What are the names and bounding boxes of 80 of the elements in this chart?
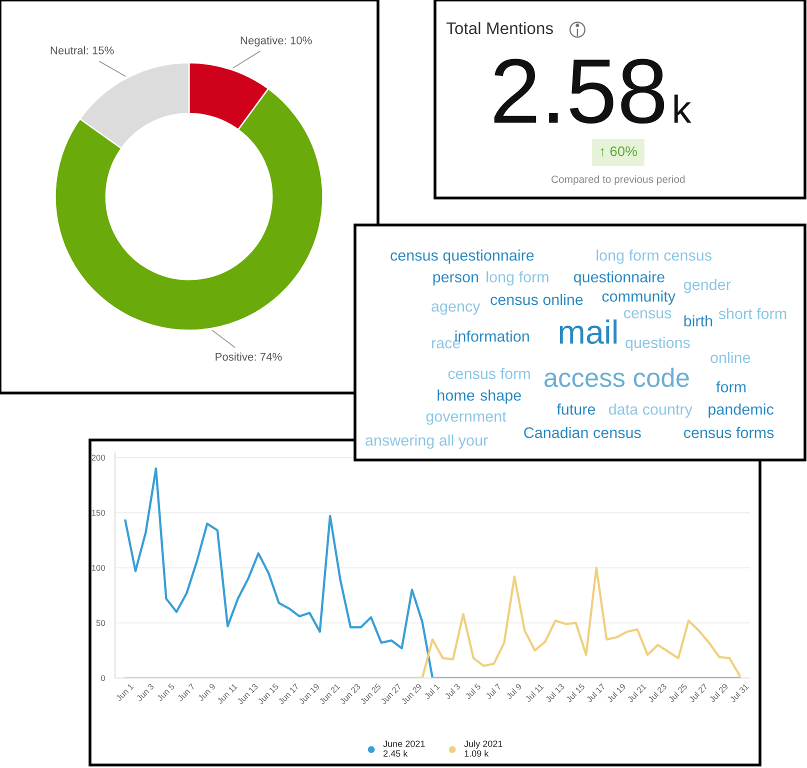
x-tick-label: Jun 5	[156, 683, 175, 702]
x-tick-label: Jun 11	[216, 683, 238, 704]
x-tick-label: Jun 1	[116, 683, 134, 702]
text: country	[642, 404, 692, 418]
x-tick-label: Jul 19	[606, 683, 626, 703]
text: Canadian census	[524, 426, 641, 438]
legend-label: July 2021	[464, 740, 502, 749]
text: questionnaire	[574, 271, 664, 286]
x-tick-label: Jun 23	[339, 683, 361, 705]
text: pandemic	[708, 404, 774, 418]
text: census form	[448, 368, 530, 380]
y-tick-label: 150	[92, 510, 105, 516]
x-tick-label: Jun 19	[298, 683, 320, 705]
y-tick-label: 200	[92, 454, 105, 461]
text: mail	[560, 319, 617, 344]
y-tick-label: 0	[100, 675, 105, 682]
text: person	[433, 274, 478, 286]
text: race	[432, 340, 460, 348]
text: gender	[684, 278, 731, 294]
text: community	[602, 290, 676, 305]
text: online	[710, 352, 750, 364]
text: short form	[718, 308, 786, 320]
text: data	[608, 404, 638, 415]
slice-label: Negative: 10%	[240, 36, 312, 47]
x-tick-label: Jun 29	[400, 683, 422, 705]
x-tick-label: Jun 27	[380, 683, 402, 705]
x-tick-label: Jun 15	[257, 683, 279, 705]
text: Total Mentions	[446, 22, 553, 34]
text: shape	[480, 390, 521, 404]
x-tick-label: Jul 25	[668, 683, 688, 703]
text: census	[624, 310, 672, 318]
x-tick-label: Jul 17	[586, 683, 606, 703]
text: form	[716, 381, 746, 392]
text: questions	[626, 336, 690, 352]
line-series	[124, 467, 741, 678]
x-tick-label: Jul 27	[688, 683, 708, 703]
slice-label: Neutral: 15%	[50, 46, 114, 54]
x-tick-label: Jul 15	[565, 683, 586, 703]
x-tick-label: Jun 13	[236, 683, 258, 705]
text: government	[426, 412, 506, 425]
x-tick-label: Jul 1	[424, 683, 440, 700]
text: information	[455, 330, 529, 342]
y-tick-label: 50	[96, 620, 105, 626]
x-tick-label: Jul 13	[544, 683, 565, 703]
text: 1.09 k	[464, 750, 489, 757]
text: k	[674, 94, 692, 123]
text: answering all your	[366, 434, 488, 449]
text: long form census	[596, 250, 712, 264]
line-series	[124, 566, 741, 678]
x-tick-label: Jul 11	[524, 683, 544, 702]
x-tick-label: Jul 7	[485, 683, 502, 700]
x-tick-label: Jul 5	[464, 683, 482, 700]
text: birth	[684, 315, 712, 326]
text: long form	[486, 271, 548, 286]
x-tick-label: Jun 9	[197, 683, 216, 702]
slice-label: Positive: 74%	[216, 352, 282, 361]
x-tick-label: Jun 7	[177, 683, 196, 702]
text: census forms	[684, 426, 774, 438]
text: agency	[432, 303, 480, 315]
x-tick-label: Jul 9	[506, 683, 522, 700]
legend-label: June 2021	[383, 740, 425, 747]
text: census questionnaire	[390, 250, 534, 264]
x-tick-label: Jul 23	[647, 683, 668, 703]
x-tick-label: Jul 3	[444, 683, 461, 700]
text: 2.58	[494, 58, 664, 124]
x-tick-label: Jun 17	[278, 683, 300, 705]
text: access code	[544, 368, 689, 388]
text: Compared to previous period	[552, 175, 685, 186]
text: 2.45 k	[384, 750, 408, 757]
text: census online	[490, 294, 583, 306]
x-tick-label: Jun 25	[360, 683, 382, 705]
x-tick-label: Jun 21	[318, 683, 340, 705]
y-tick-label: 100	[92, 564, 105, 571]
text: ↑ 60%	[600, 146, 637, 156]
x-tick-label: Jun 3	[136, 683, 154, 702]
x-tick-label: Jul 31	[729, 683, 749, 703]
x-tick-label: Jul 29	[708, 683, 728, 703]
text: future	[556, 404, 596, 415]
text: home	[438, 390, 474, 401]
x-tick-label: Jul 21	[626, 683, 646, 703]
